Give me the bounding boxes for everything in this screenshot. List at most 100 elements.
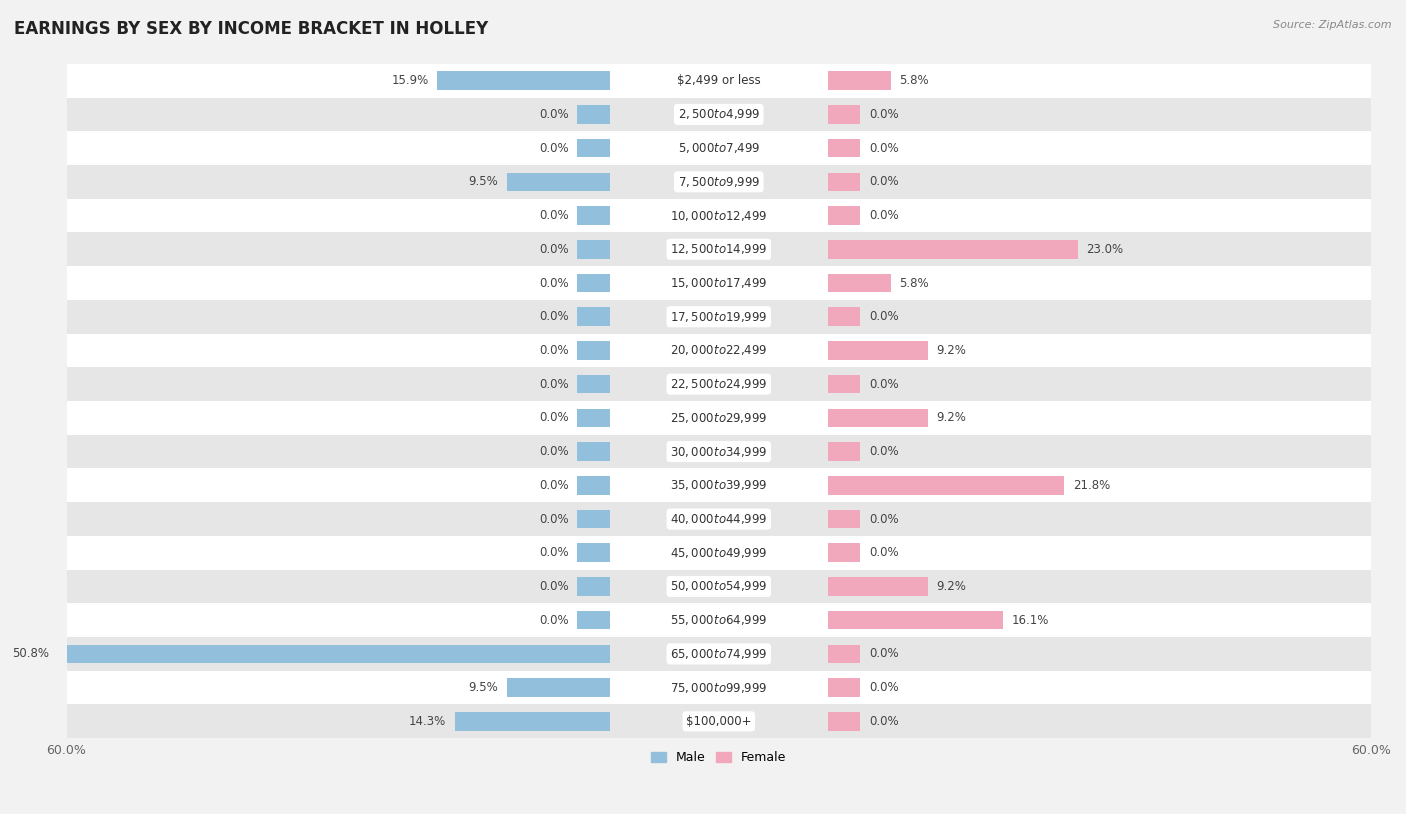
Bar (828, 173, 860, 191)
Bar (828, 645, 860, 663)
Text: 0.0%: 0.0% (869, 681, 898, 694)
Bar (828, 442, 860, 461)
Bar (506, 173, 610, 191)
Bar (828, 240, 1077, 259)
Text: 9.2%: 9.2% (936, 580, 966, 593)
Bar (578, 341, 610, 360)
Bar (828, 611, 1002, 629)
Bar (66, 367, 1371, 401)
Bar (66, 266, 1371, 300)
Bar (828, 308, 860, 326)
Bar (578, 476, 610, 495)
Text: 9.2%: 9.2% (936, 344, 966, 357)
Bar (828, 341, 928, 360)
Bar (578, 442, 610, 461)
Text: EARNINGS BY SEX BY INCOME BRACKET IN HOLLEY: EARNINGS BY SEX BY INCOME BRACKET IN HOL… (14, 20, 488, 38)
Text: 0.0%: 0.0% (869, 546, 898, 559)
Text: 0.0%: 0.0% (538, 445, 569, 458)
Text: 0.0%: 0.0% (538, 513, 569, 526)
Legend: Male, Female: Male, Female (647, 746, 792, 769)
Bar (578, 577, 610, 596)
Bar (66, 300, 1371, 334)
Text: 0.0%: 0.0% (538, 344, 569, 357)
Bar (828, 678, 860, 697)
Bar (66, 469, 1371, 502)
Bar (578, 544, 610, 562)
Bar (66, 98, 1371, 131)
Text: $22,500 to $24,999: $22,500 to $24,999 (671, 377, 768, 392)
Text: 0.0%: 0.0% (538, 479, 569, 492)
Bar (66, 131, 1371, 165)
Text: 0.0%: 0.0% (538, 310, 569, 323)
Bar (66, 63, 1371, 98)
Text: 5.8%: 5.8% (900, 277, 929, 290)
Bar (578, 308, 610, 326)
Text: 0.0%: 0.0% (538, 209, 569, 222)
Text: 0.0%: 0.0% (869, 108, 898, 121)
Text: 16.1%: 16.1% (1011, 614, 1049, 627)
Bar (828, 72, 890, 90)
Text: $12,500 to $14,999: $12,500 to $14,999 (671, 243, 768, 256)
Text: $35,000 to $39,999: $35,000 to $39,999 (671, 479, 768, 492)
Text: $20,000 to $22,499: $20,000 to $22,499 (671, 344, 768, 357)
Text: 0.0%: 0.0% (869, 310, 898, 323)
Text: $65,000 to $74,999: $65,000 to $74,999 (671, 647, 768, 661)
Bar (66, 502, 1371, 536)
Text: 0.0%: 0.0% (538, 580, 569, 593)
Text: 21.8%: 21.8% (1073, 479, 1111, 492)
Text: $75,000 to $99,999: $75,000 to $99,999 (671, 681, 768, 694)
Bar (828, 105, 860, 124)
Bar (578, 105, 610, 124)
Bar (66, 637, 1371, 671)
Text: 0.0%: 0.0% (869, 513, 898, 526)
Bar (66, 536, 1371, 570)
Text: 0.0%: 0.0% (538, 108, 569, 121)
Text: $2,499 or less: $2,499 or less (676, 74, 761, 87)
Text: 0.0%: 0.0% (538, 243, 569, 256)
Bar (578, 375, 610, 393)
Text: 0.0%: 0.0% (869, 142, 898, 155)
Text: 0.0%: 0.0% (869, 445, 898, 458)
Text: 9.2%: 9.2% (936, 411, 966, 424)
Bar (66, 603, 1371, 637)
Text: $55,000 to $64,999: $55,000 to $64,999 (671, 613, 768, 628)
Text: 0.0%: 0.0% (538, 614, 569, 627)
Bar (66, 401, 1371, 435)
Bar (578, 611, 610, 629)
Text: 23.0%: 23.0% (1087, 243, 1123, 256)
Text: 0.0%: 0.0% (869, 647, 898, 660)
Text: $25,000 to $29,999: $25,000 to $29,999 (671, 411, 768, 425)
Text: $100,000+: $100,000+ (686, 715, 752, 728)
Bar (66, 334, 1371, 367)
Text: 9.5%: 9.5% (468, 175, 498, 188)
Bar (578, 240, 610, 259)
Text: 0.0%: 0.0% (538, 378, 569, 391)
Text: $10,000 to $12,499: $10,000 to $12,499 (671, 208, 768, 222)
Bar (828, 274, 890, 292)
Bar (578, 206, 610, 225)
Bar (454, 712, 610, 731)
Bar (578, 139, 610, 157)
Text: 15.9%: 15.9% (391, 74, 429, 87)
Text: 0.0%: 0.0% (869, 175, 898, 188)
Bar (66, 233, 1371, 266)
Text: 5.8%: 5.8% (900, 74, 929, 87)
Text: 50.8%: 50.8% (13, 647, 49, 660)
Text: $15,000 to $17,499: $15,000 to $17,499 (671, 276, 768, 290)
Text: Source: ZipAtlas.com: Source: ZipAtlas.com (1274, 20, 1392, 30)
Text: $45,000 to $49,999: $45,000 to $49,999 (671, 545, 768, 560)
Bar (66, 165, 1371, 199)
Text: 0.0%: 0.0% (538, 277, 569, 290)
Bar (828, 510, 860, 528)
Text: $50,000 to $54,999: $50,000 to $54,999 (671, 580, 768, 593)
Bar (828, 375, 860, 393)
Text: 0.0%: 0.0% (538, 411, 569, 424)
Bar (437, 72, 610, 90)
Bar (578, 510, 610, 528)
Bar (828, 139, 860, 157)
Bar (66, 570, 1371, 603)
Text: 0.0%: 0.0% (869, 715, 898, 728)
Bar (828, 577, 928, 596)
Bar (58, 645, 610, 663)
Text: $30,000 to $34,999: $30,000 to $34,999 (671, 444, 768, 458)
